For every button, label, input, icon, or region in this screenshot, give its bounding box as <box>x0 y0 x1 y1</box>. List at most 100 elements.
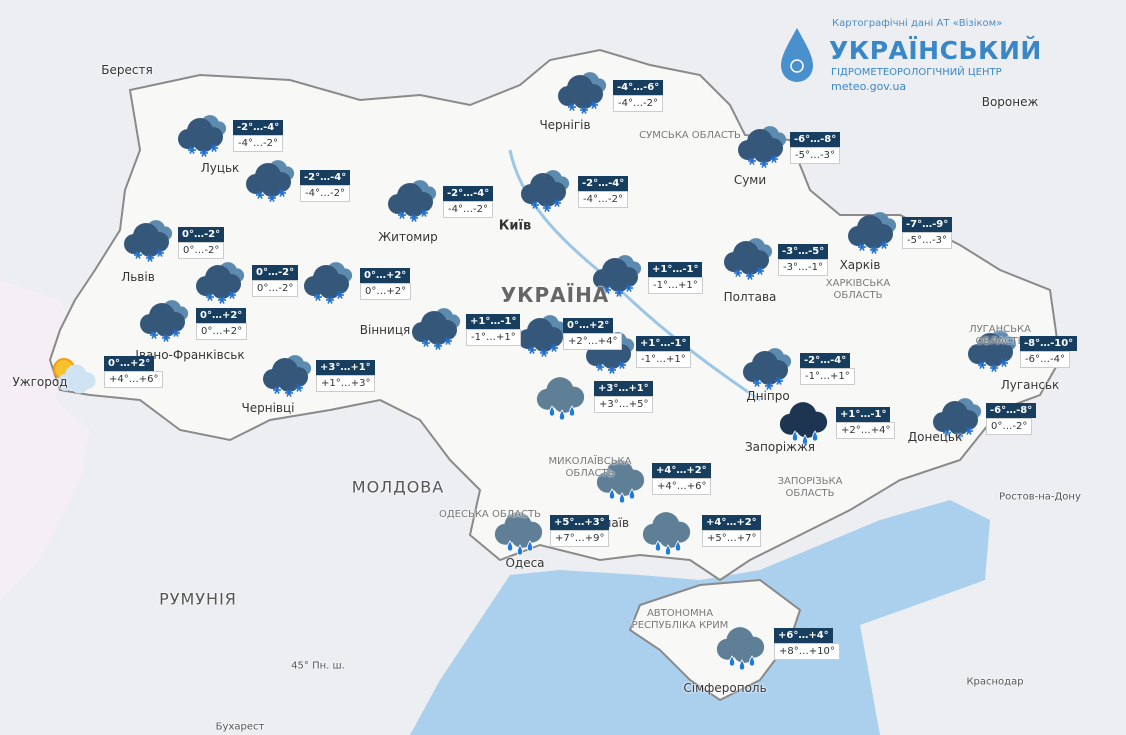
day-temp: -5°…-3° <box>790 147 840 164</box>
place-label: Ужгород <box>12 375 68 389</box>
night-temp: -8°…-10° <box>1020 336 1078 351</box>
place-label: Луцьк <box>200 161 240 175</box>
place-label: УКРАЇНА <box>500 283 610 307</box>
weather-icon <box>246 160 295 202</box>
place-label: Чернівці <box>241 401 295 415</box>
day-temp: +5°…+7° <box>702 530 762 547</box>
day-temp: -6°…-4° <box>1020 351 1070 368</box>
weather-icon <box>743 348 792 390</box>
weather-icon <box>642 512 691 556</box>
weather-icon <box>53 358 96 394</box>
day-temp: +4°…+6° <box>104 371 164 388</box>
logo: Картографічні дані АТ «Візіком» УКРАЇНСЬ… <box>775 16 1041 96</box>
attribution: Картографічні дані АТ «Візіком» <box>832 18 1003 29</box>
place-label: МОЛДОВА <box>351 477 445 497</box>
place-label: Луганськ <box>1000 378 1060 392</box>
logo-url: meteo.gov.ua <box>831 80 907 93</box>
weather-icon <box>558 72 607 114</box>
logo-title: УКРАЇНСЬКИЙ <box>829 36 1042 65</box>
place-label: Івано-Франківськ <box>135 348 245 362</box>
night-temp: -2°…-4° <box>300 170 351 185</box>
day-temp: 0°…+2° <box>196 323 248 340</box>
day-temp: 0°…-2° <box>986 418 1033 435</box>
logo-subtitle: ГІДРОМЕТЕОРОЛОГІЧНИЙ ЦЕНТР <box>831 67 1002 78</box>
day-temp: +2°…+4° <box>563 333 623 350</box>
weather-icon <box>388 180 437 222</box>
weather-icon <box>779 402 828 446</box>
place-label: ХАРКІВСЬКА ОБЛАСТЬ <box>825 278 891 301</box>
day-temp: 0°…+2° <box>360 283 412 300</box>
place-label: Запоріжжя <box>744 440 816 454</box>
night-temp: 0°…+2° <box>196 308 247 323</box>
place-label: Чернігів <box>539 118 591 132</box>
night-temp: -2°…-4° <box>578 176 629 191</box>
place-label: МИКОЛАЇВСЬКА ОБЛАСТЬ <box>548 456 632 479</box>
forecast: -2°…-4° -4°…-2° <box>443 186 494 218</box>
day-temp: -4°…-2° <box>443 201 493 218</box>
forecast: +5°…+3° +7°…+9° <box>550 515 610 547</box>
place-label: РУМУНІЯ <box>159 589 237 609</box>
forecast: +4°…+2° +4°…+6° <box>652 463 712 495</box>
place-label: СУМСЬКА ОБЛАСТЬ <box>639 130 741 141</box>
night-temp: -7°…-9° <box>902 217 953 232</box>
day-temp: -4°…-2° <box>578 191 628 208</box>
night-temp: +4°…+2° <box>652 463 711 478</box>
weather-icon <box>536 377 585 421</box>
place-label: ЗАПОРІЗЬКА ОБЛАСТЬ <box>777 476 843 499</box>
forecast: -2°…-4° -4°…-2° <box>578 176 629 208</box>
day-temp: +4°…+6° <box>652 478 712 495</box>
weather-icon <box>738 126 787 168</box>
day-temp: +2°…+4° <box>836 422 896 439</box>
forecast: 0°…+2° 0°…+2° <box>196 308 248 340</box>
weather-icon <box>178 115 227 157</box>
night-temp: +1°…-1° <box>836 407 891 422</box>
place-label: Воронеж <box>981 95 1039 109</box>
day-temp: +8°…+10° <box>774 643 840 660</box>
place-label: Суми <box>733 173 767 187</box>
weather-icon <box>304 262 353 304</box>
weather-icon <box>724 238 773 280</box>
weather-icon <box>716 627 765 671</box>
place-label: АВТОНОМНА РЕСПУБЛІКА КРИМ <box>631 608 729 631</box>
day-temp: -4°…-2° <box>300 185 350 202</box>
forecast: -2°…-4° -4°…-2° <box>233 120 284 152</box>
place-label: Краснодар <box>966 676 1024 688</box>
forecast: +1°…-1° +2°…+4° <box>836 407 896 439</box>
weather-icon <box>593 255 642 297</box>
night-temp: 0°…+2° <box>360 268 411 283</box>
place-label: Ростов-на-Дону <box>999 491 1081 503</box>
day-temp: 0°…-2° <box>252 280 299 297</box>
night-temp: -3°…-5° <box>778 244 829 259</box>
forecast: -6°…-8° 0°…-2° <box>986 403 1037 435</box>
place-label: Київ <box>498 218 532 234</box>
weather-icon <box>518 315 567 357</box>
night-temp: +1°…-1° <box>636 336 691 351</box>
place-label: Львів <box>121 270 155 284</box>
day-temp: -1°…+1° <box>636 351 691 368</box>
weather-icon <box>412 308 461 350</box>
weather-icon <box>124 220 173 262</box>
forecast: -8°…-10° -6°…-4° <box>1020 336 1078 368</box>
crimea <box>628 578 802 702</box>
weather-icon <box>263 355 312 397</box>
weather-icon <box>596 460 645 504</box>
day-temp: -1°…+1° <box>648 277 703 294</box>
night-temp: 0°…+2° <box>104 356 155 371</box>
place-label: Бухарест <box>215 721 265 733</box>
night-temp: +5°…+3° <box>550 515 609 530</box>
place-label: Полтава <box>723 290 777 304</box>
day-temp: -1°…+1° <box>800 368 855 385</box>
night-temp: 0°…+2° <box>563 318 614 333</box>
place-label: Донецьк <box>907 430 963 444</box>
day-temp: -1°…+1° <box>466 329 521 346</box>
forecast: +1°…-1° -1°…+1° <box>648 262 703 294</box>
forecast: 0°…-2° 0°…-2° <box>252 265 299 297</box>
day-temp: +1°…+3° <box>316 375 376 392</box>
forecast: 0°…-2° 0°…-2° <box>178 227 225 259</box>
day-temp: -3°…-1° <box>778 259 828 276</box>
night-temp: +6°…+4° <box>774 628 833 643</box>
night-temp: -6°…-8° <box>790 132 841 147</box>
place-label: ОДЕСЬКА ОБЛАСТЬ <box>438 509 541 520</box>
